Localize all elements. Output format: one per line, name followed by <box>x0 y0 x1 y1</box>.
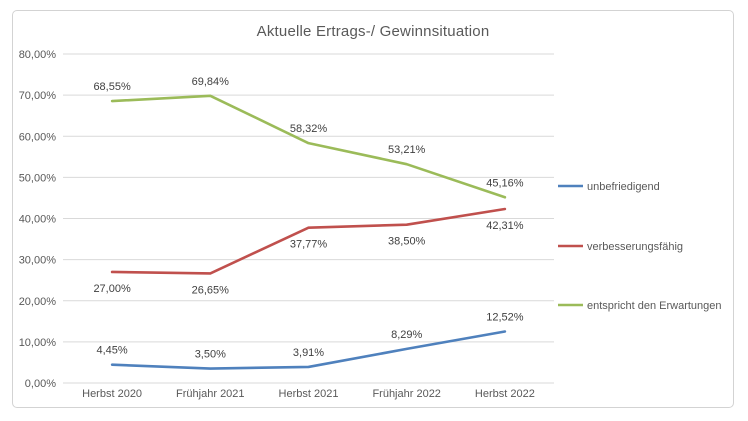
x-tick-label: Frühjahr 2021 <box>176 388 245 400</box>
data-label: 12,52% <box>486 312 524 324</box>
data-label: 3,91% <box>293 347 324 359</box>
data-label: 8,29% <box>391 329 422 341</box>
legend-label-unbefriedigend[interactable]: unbefriedigend <box>587 181 660 193</box>
y-tick-label: 0,00% <box>25 378 56 390</box>
y-tick-label: 70,00% <box>19 90 57 102</box>
y-tick-label: 10,00% <box>19 337 57 349</box>
data-label: 69,84% <box>192 76 230 88</box>
data-label: 4,45% <box>96 345 127 357</box>
y-tick-label: 50,00% <box>19 172 57 184</box>
x-tick-label: Herbst 2021 <box>279 388 339 400</box>
chart-title: Aktuelle Ertrags-/ Gewinnsituation <box>256 23 490 40</box>
y-tick-label: 40,00% <box>19 214 57 226</box>
y-tick-label: 30,00% <box>19 255 57 267</box>
x-tick-label: Herbst 2022 <box>475 388 535 400</box>
y-tick-label: 20,00% <box>19 296 57 308</box>
data-label: 58,32% <box>290 123 328 135</box>
legend-label-verbesserungsfähig[interactable]: verbesserungsfähig <box>587 241 683 253</box>
x-tick-label: Frühjahr 2022 <box>372 388 441 400</box>
data-label: 27,00% <box>93 283 131 295</box>
chart-frame[interactable]: Aktuelle Ertrags-/ Gewinnsituation 0,00%… <box>12 10 734 408</box>
line-chart: 0,00% 10,00% 20,00% 30,00% 40,00% 50,00% 60,00… <box>19 49 722 400</box>
data-label: 42,31% <box>486 220 524 232</box>
data-label: 26,65% <box>192 284 230 296</box>
data-label: 53,21% <box>388 144 426 156</box>
data-label: 3,50% <box>195 349 226 361</box>
series-line-entspricht den Erwartungen <box>110 94 507 199</box>
y-tick-label: 80,00% <box>19 49 57 61</box>
data-label: 37,77% <box>290 239 328 251</box>
series-line-unbefriedigend <box>110 330 507 370</box>
data-label: 68,55% <box>93 81 131 93</box>
data-label: 38,50% <box>388 236 426 248</box>
x-tick-label: Herbst 2020 <box>82 388 142 400</box>
series-line-verbesserungsfähig <box>110 207 507 275</box>
data-label: 45,16% <box>486 177 524 189</box>
legend-label-entspricht den Erwartungen[interactable]: entspricht den Erwartungen <box>587 300 722 312</box>
y-tick-label: 60,00% <box>19 131 57 143</box>
